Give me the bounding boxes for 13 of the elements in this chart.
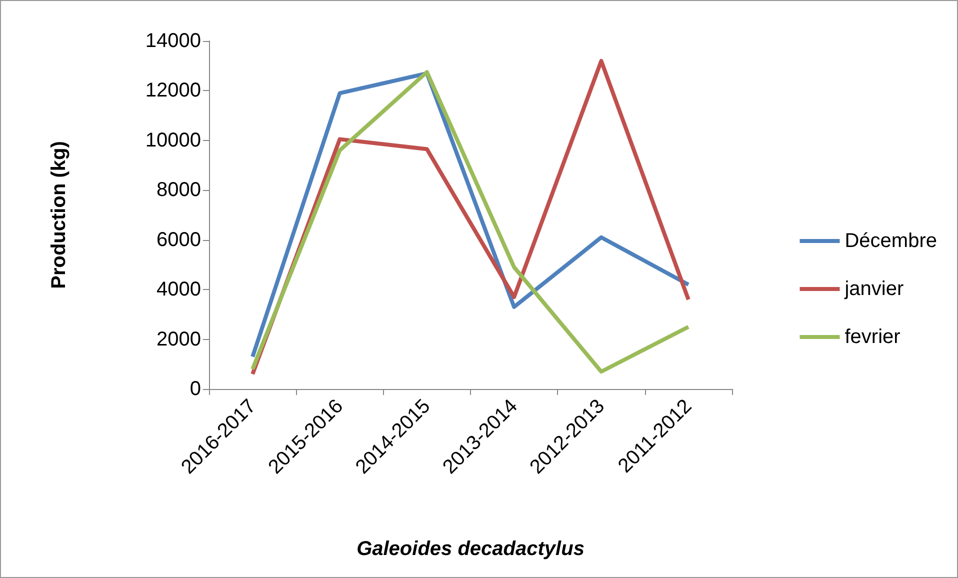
y-tick-label: 10000: [145, 129, 201, 152]
y-tick-label: 4000: [156, 278, 201, 301]
y-tick-label: 12000: [145, 80, 201, 102]
x-axis-title: Galeoides decadactylus: [356, 538, 584, 560]
y-tick-label: 8000: [156, 179, 201, 202]
legend-label: fevrier: [844, 326, 901, 348]
y-axis-title: Production (kg): [48, 141, 70, 289]
legend-label: Décembre: [844, 230, 938, 252]
y-tick-label: 14000: [145, 30, 201, 52]
y-tick-label: 2000: [156, 328, 201, 350]
y-tick-label: 0: [190, 378, 201, 400]
legend-label: janvier: [844, 278, 904, 300]
y-tick-label: 6000: [156, 228, 201, 251]
